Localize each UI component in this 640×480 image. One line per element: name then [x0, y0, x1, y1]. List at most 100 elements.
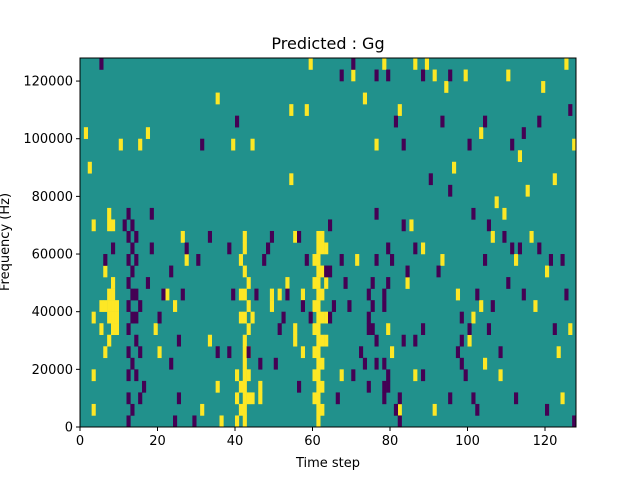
- heatmap-cell-high: [502, 207, 507, 220]
- heatmap-cell-high: [316, 230, 321, 243]
- heatmap-cell-high: [269, 300, 275, 312]
- x-tick-label: 0: [76, 434, 84, 449]
- heatmap-cell-high: [316, 392, 321, 405]
- heatmap-cell-high: [242, 415, 247, 428]
- heatmap-cell-low: [99, 58, 104, 70]
- heatmap-cell-low: [401, 219, 406, 232]
- heatmap-cell-low: [343, 277, 348, 289]
- heatmap-cell-high: [242, 242, 247, 255]
- heatmap-cell-low: [486, 219, 492, 232]
- heatmap-cell-low: [440, 115, 445, 128]
- heatmap-cell-high: [246, 323, 251, 335]
- heatmap-cell-high: [316, 323, 321, 335]
- heatmap-cell-low: [126, 277, 131, 289]
- heatmap-cell-low: [126, 346, 131, 359]
- heatmap-cell-low: [328, 311, 333, 324]
- heatmap-cell-low: [130, 403, 135, 416]
- heatmap-cell-high: [312, 323, 317, 335]
- heatmap-cell-high: [316, 357, 321, 370]
- heatmap-cell-low: [483, 254, 488, 266]
- heatmap-cell-high: [173, 300, 178, 312]
- heatmap-cell-high: [258, 380, 263, 393]
- heatmap-cell-high: [242, 403, 247, 416]
- heatmap-cell-low: [149, 242, 154, 255]
- heatmap-cell-high: [242, 265, 247, 278]
- heatmap-cell-low: [370, 277, 375, 289]
- heatmap-cell-high: [320, 334, 325, 347]
- plot-frame: [79, 57, 577, 428]
- heatmap-cell-high: [320, 265, 325, 278]
- heatmap-cell-low: [374, 254, 379, 266]
- heatmap-cell-high: [107, 334, 112, 347]
- y-tick-label: 100000: [23, 132, 73, 147]
- heatmap-cell-low: [475, 403, 480, 416]
- x-tick-label: 40: [227, 434, 244, 449]
- heatmap-cell-low: [459, 334, 464, 347]
- heatmap-cell-high: [432, 403, 437, 416]
- heatmap-cell-high: [421, 242, 426, 255]
- heatmap-cell-high: [316, 369, 321, 382]
- heatmap-cell-high: [355, 254, 360, 266]
- heatmap-cell-high: [432, 69, 437, 82]
- heatmap-cell-high: [316, 242, 321, 255]
- heatmap-cell-high: [316, 346, 321, 359]
- heatmap-cell-high: [107, 219, 112, 232]
- heatmap-cell-low: [169, 357, 174, 370]
- heatmap-cell-low: [572, 415, 577, 428]
- heatmap-cell-high: [231, 138, 236, 151]
- heatmap-cell-high: [118, 138, 123, 151]
- y-tick-label: 60000: [32, 248, 73, 263]
- heatmap-cell-high: [413, 369, 418, 382]
- heatmap-cell-low: [328, 265, 333, 278]
- heatmap-cell-high: [293, 230, 298, 243]
- y-tick-label: 80000: [32, 190, 73, 205]
- heatmap-cell-low: [517, 242, 523, 255]
- heatmap-cell-low: [184, 242, 189, 255]
- heatmap-cell-low: [126, 415, 131, 428]
- x-tick-label: 60: [304, 434, 321, 449]
- heatmap-cell-high: [293, 334, 298, 347]
- heatmap-cell-high: [304, 104, 309, 116]
- heatmap-cell-high: [289, 173, 294, 186]
- heatmap-cell-low: [324, 265, 329, 278]
- heatmap-cell-low: [103, 254, 108, 266]
- heatmap-cell-high: [316, 265, 321, 278]
- heatmap-cell-low: [510, 242, 515, 255]
- heatmap-cell-low: [483, 115, 488, 128]
- heatmap-cell-low: [413, 334, 418, 347]
- heatmap-cell-high: [316, 311, 321, 324]
- heatmap-cell-high: [525, 184, 530, 197]
- heatmap-cell-high: [300, 288, 306, 301]
- heatmap-cell-high: [91, 219, 96, 232]
- heatmap-cell-low: [421, 369, 426, 382]
- heatmap-cell-low: [498, 346, 503, 359]
- y-axis-title: Frequency (Hz): [0, 193, 13, 291]
- plot-area: [80, 58, 577, 428]
- x-tick-label: 120: [533, 434, 558, 449]
- heatmap-cell-low: [149, 207, 154, 220]
- heatmap-cell-low: [173, 415, 178, 428]
- heatmap-cell-low: [180, 288, 185, 301]
- heatmap-cell-low: [138, 346, 143, 359]
- heatmap-cell-low: [339, 69, 344, 82]
- heatmap-cell-high: [316, 380, 321, 393]
- heatmap-cell-high: [242, 288, 247, 301]
- heatmap-cell-high: [219, 415, 224, 428]
- heatmap-cell-low: [138, 300, 143, 312]
- heatmap-cell-high: [242, 346, 247, 359]
- heatmap-cell-high: [405, 277, 410, 289]
- heatmap-cell-low: [130, 288, 135, 301]
- heatmap-cell-high: [572, 138, 577, 151]
- heatmap-cell-low: [393, 403, 399, 416]
- heatmap-cell-high: [320, 288, 325, 301]
- heatmap-cell-low: [386, 277, 391, 289]
- heatmap-cell-low: [448, 184, 453, 197]
- heatmap-cell-high: [87, 161, 92, 174]
- heatmap-cell-high: [316, 415, 321, 428]
- heatmap-cell-high: [386, 323, 391, 335]
- heatmap-cell-low: [285, 288, 290, 301]
- heatmap-cell-high: [483, 357, 488, 370]
- heatmap-cell-high: [145, 127, 151, 139]
- heatmap-cell-low: [370, 300, 375, 312]
